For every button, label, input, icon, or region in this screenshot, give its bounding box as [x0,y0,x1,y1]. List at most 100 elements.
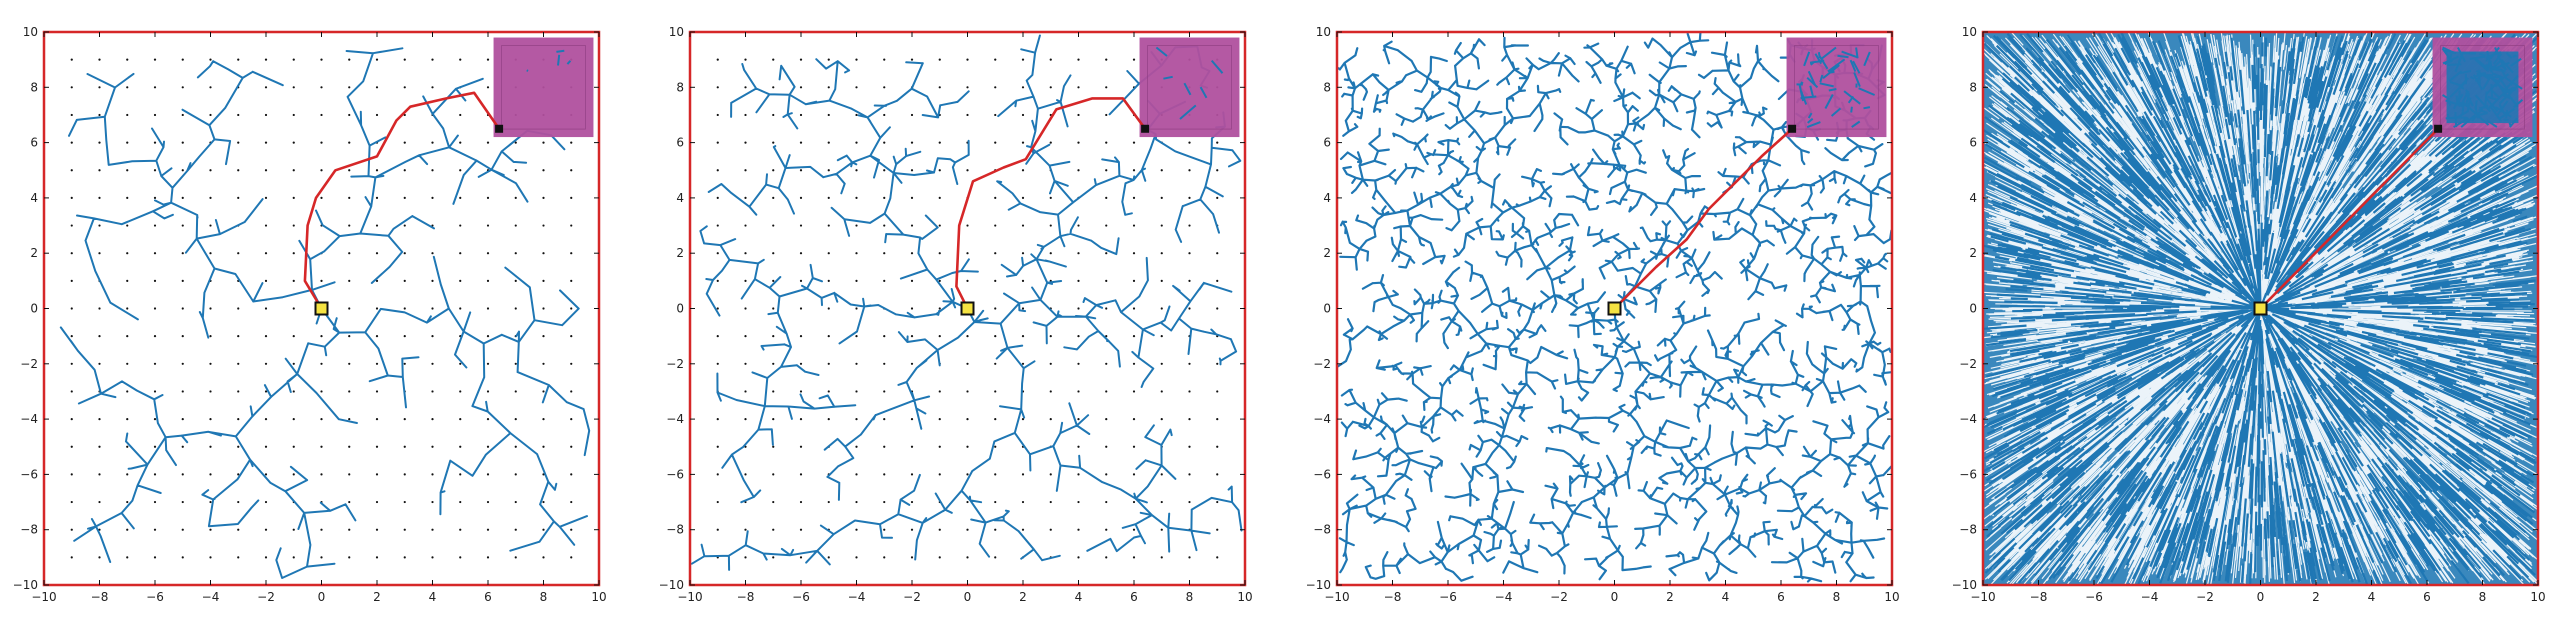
y-tick-label: −2 [1959,357,1977,371]
sample-point [772,113,775,117]
sample-point [799,473,803,476]
sample-point [744,307,747,310]
sample-point [1188,196,1191,199]
sample-point [744,252,747,255]
y-tick-label: −6 [1313,467,1331,481]
sample-point [883,390,886,393]
sample-point [1077,113,1080,117]
sample-point [1132,500,1136,504]
sample-point [209,556,212,559]
sample-point [431,418,434,421]
sample-point [403,86,406,89]
sample-point [126,307,129,310]
sample-point [348,556,351,559]
x-tick-label: 10 [1237,590,1252,604]
sample-point [486,445,490,448]
root-marker [314,301,329,316]
x-tick-label: −8 [737,590,755,604]
sample-point [883,500,886,504]
sample-point [938,224,941,227]
sample-point [1077,58,1080,61]
root-marker [1607,301,1622,316]
sample-point [459,307,462,310]
sample-point [994,390,997,393]
sample-point [70,58,73,61]
solution-path [2259,127,2440,310]
sample-point [1105,473,1108,476]
y-tick-label: 4 [30,191,38,205]
sample-point [514,390,517,393]
sample-point [1216,279,1219,282]
goal-region [493,37,594,138]
x-tick-label: 6 [2423,590,2431,604]
sample-point [966,390,969,393]
sample-point [98,141,101,144]
sample-point [772,445,775,448]
sample-point [883,445,886,448]
sample-point [126,390,129,393]
sample-point [1160,335,1163,338]
sample-point [994,58,997,61]
sample-point [1160,528,1163,531]
sample-point [514,169,517,172]
sample-point [799,58,803,61]
sample-point [375,86,379,89]
sample-point [1077,418,1080,421]
sample-point [348,58,351,61]
sample-point [153,445,157,448]
sample-point [1216,196,1219,199]
sample-point [348,390,351,393]
sample-point [514,362,517,365]
sample-point [320,335,323,338]
sample-points [716,58,1219,559]
sample-point [542,169,545,172]
sample-point [431,252,434,255]
sample-point [994,473,997,476]
sample-point [570,500,573,504]
sample-point [542,500,545,504]
sample-point [292,141,295,144]
sample-point [431,390,434,393]
sample-point [126,362,129,365]
sample-point [827,362,830,365]
sample-point [1105,196,1108,199]
sample-point [181,141,184,144]
sample-point [938,418,941,421]
sample-point [98,335,101,338]
sample-point [827,113,830,117]
sample-point [292,335,295,338]
sample-point [1105,169,1108,172]
panel-1: −10 −8 −6 −4 −2 0 2 4 6 8 10 10 8 6 4 2 0 −2 −4 −6 −8 −10 [13,25,607,604]
y-tick-label: −8 [666,523,684,537]
sample-point [910,500,914,504]
sample-point [1216,307,1219,310]
y-tick-label: 8 [1323,80,1331,94]
sample-point [570,279,573,282]
sample-point [209,335,212,338]
sample-point [375,224,379,227]
sample-point [1049,86,1052,89]
sample-point [1077,307,1080,310]
sample-point [431,473,434,476]
sample-point [98,58,101,61]
sample-point [320,86,323,89]
sample-point [209,500,212,504]
sample-point [938,445,941,448]
sample-point [292,556,295,559]
sample-point [827,252,830,255]
sample-point [403,335,406,338]
sample-point [514,556,517,559]
sample-point [772,528,775,531]
sample-point [126,500,129,504]
sample-point [320,556,323,559]
y-tick-label: −8 [20,523,38,537]
sample-point [209,390,212,393]
sample-point [70,279,73,282]
sample-point [181,418,184,421]
sample-point [292,445,295,448]
sample-point [375,252,379,255]
sample-point [514,307,517,310]
sample-point [855,335,858,338]
sample-point [772,252,775,255]
